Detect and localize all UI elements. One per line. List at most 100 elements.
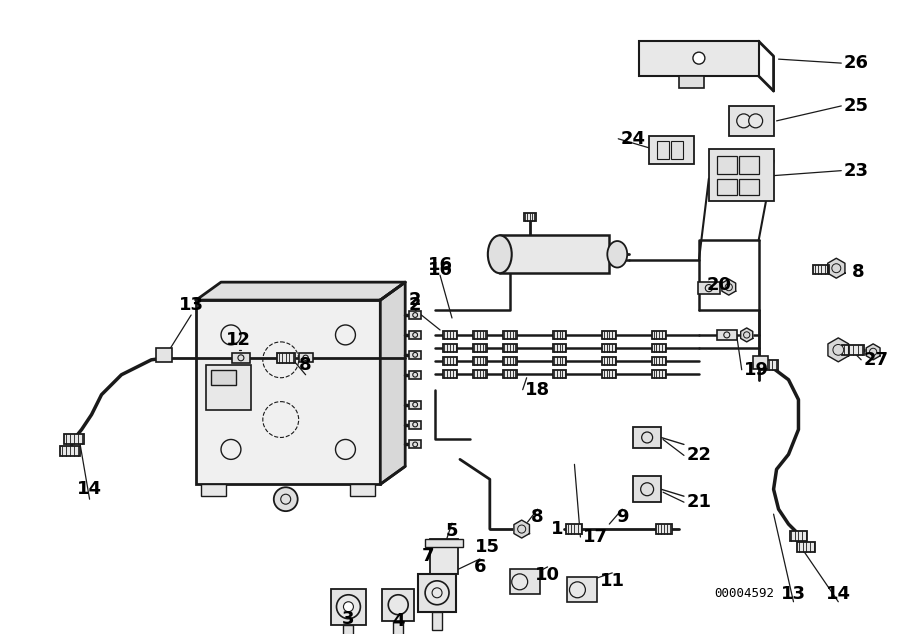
Text: 20: 20 <box>706 276 732 294</box>
Polygon shape <box>828 338 849 362</box>
Text: 23: 23 <box>843 162 868 180</box>
Circle shape <box>693 52 705 64</box>
Bar <box>739 156 759 173</box>
Text: 6: 6 <box>473 558 486 576</box>
Bar <box>410 420 421 429</box>
Bar <box>716 178 737 194</box>
Bar <box>789 531 807 541</box>
Text: 10: 10 <box>536 566 560 584</box>
Bar <box>679 76 704 88</box>
Circle shape <box>413 422 418 427</box>
Bar <box>443 357 457 364</box>
Bar <box>410 331 421 339</box>
Bar <box>634 427 661 448</box>
Bar <box>716 330 737 340</box>
Bar <box>500 236 609 273</box>
Circle shape <box>425 581 449 605</box>
Bar <box>652 344 666 352</box>
Bar <box>553 344 566 352</box>
Bar <box>472 344 487 352</box>
Polygon shape <box>196 282 405 300</box>
Text: 26: 26 <box>843 54 868 72</box>
Polygon shape <box>381 282 405 485</box>
Bar <box>639 41 759 76</box>
Polygon shape <box>722 279 735 295</box>
Circle shape <box>413 442 418 447</box>
Bar <box>472 331 487 339</box>
Text: 1: 1 <box>552 520 563 538</box>
Text: 13: 13 <box>178 296 203 314</box>
Bar <box>842 345 864 355</box>
Bar <box>196 300 381 485</box>
Bar <box>410 311 421 319</box>
Text: 18: 18 <box>525 381 550 399</box>
Text: 15: 15 <box>475 538 500 556</box>
Circle shape <box>413 312 418 318</box>
Bar <box>814 265 829 274</box>
Circle shape <box>512 574 527 590</box>
Circle shape <box>238 355 244 361</box>
Text: 17: 17 <box>583 528 608 546</box>
Bar <box>344 625 354 635</box>
Circle shape <box>413 402 418 407</box>
Polygon shape <box>828 258 845 278</box>
Bar <box>509 569 540 594</box>
Bar <box>503 370 517 378</box>
Text: 14: 14 <box>77 480 102 498</box>
Bar <box>393 620 403 635</box>
Bar <box>410 441 421 448</box>
Bar <box>443 344 457 352</box>
Text: 8: 8 <box>531 508 544 526</box>
Circle shape <box>832 344 843 355</box>
Polygon shape <box>741 328 752 342</box>
Ellipse shape <box>608 241 627 267</box>
Text: 12: 12 <box>227 331 251 349</box>
Circle shape <box>221 439 241 459</box>
Circle shape <box>869 348 877 356</box>
Text: 16: 16 <box>428 257 453 274</box>
Bar <box>430 539 458 574</box>
Bar <box>568 577 598 602</box>
Circle shape <box>413 333 418 337</box>
Bar <box>410 371 421 378</box>
Circle shape <box>518 525 526 533</box>
Bar <box>797 542 815 552</box>
Bar <box>716 156 737 173</box>
Circle shape <box>388 595 409 615</box>
Bar <box>634 476 661 502</box>
Bar <box>211 370 236 385</box>
Bar <box>652 331 666 339</box>
Bar <box>201 485 226 496</box>
Bar <box>760 360 778 370</box>
Bar <box>602 357 616 364</box>
Bar <box>652 357 666 364</box>
Text: 2: 2 <box>409 291 421 309</box>
Text: 9: 9 <box>616 508 628 526</box>
Ellipse shape <box>488 236 512 273</box>
Text: 2: 2 <box>409 296 421 314</box>
Bar <box>503 344 517 352</box>
Bar <box>503 331 517 339</box>
Bar <box>382 589 414 620</box>
Bar <box>443 331 457 339</box>
Bar <box>649 136 694 164</box>
Circle shape <box>432 588 442 598</box>
Text: 13: 13 <box>781 585 806 603</box>
Text: 00004592: 00004592 <box>714 587 774 600</box>
Circle shape <box>337 595 360 618</box>
Bar <box>602 370 616 378</box>
Text: 11: 11 <box>599 572 625 590</box>
Text: 8: 8 <box>300 356 312 374</box>
Circle shape <box>749 114 762 128</box>
Circle shape <box>724 332 730 338</box>
Bar <box>553 357 566 364</box>
Bar <box>299 353 312 363</box>
Bar <box>206 364 251 410</box>
Circle shape <box>413 352 418 358</box>
Text: 25: 25 <box>843 97 868 115</box>
Circle shape <box>344 602 354 612</box>
Text: 24: 24 <box>621 130 645 148</box>
Bar <box>350 485 375 496</box>
Bar <box>472 357 487 364</box>
Bar <box>232 353 250 363</box>
